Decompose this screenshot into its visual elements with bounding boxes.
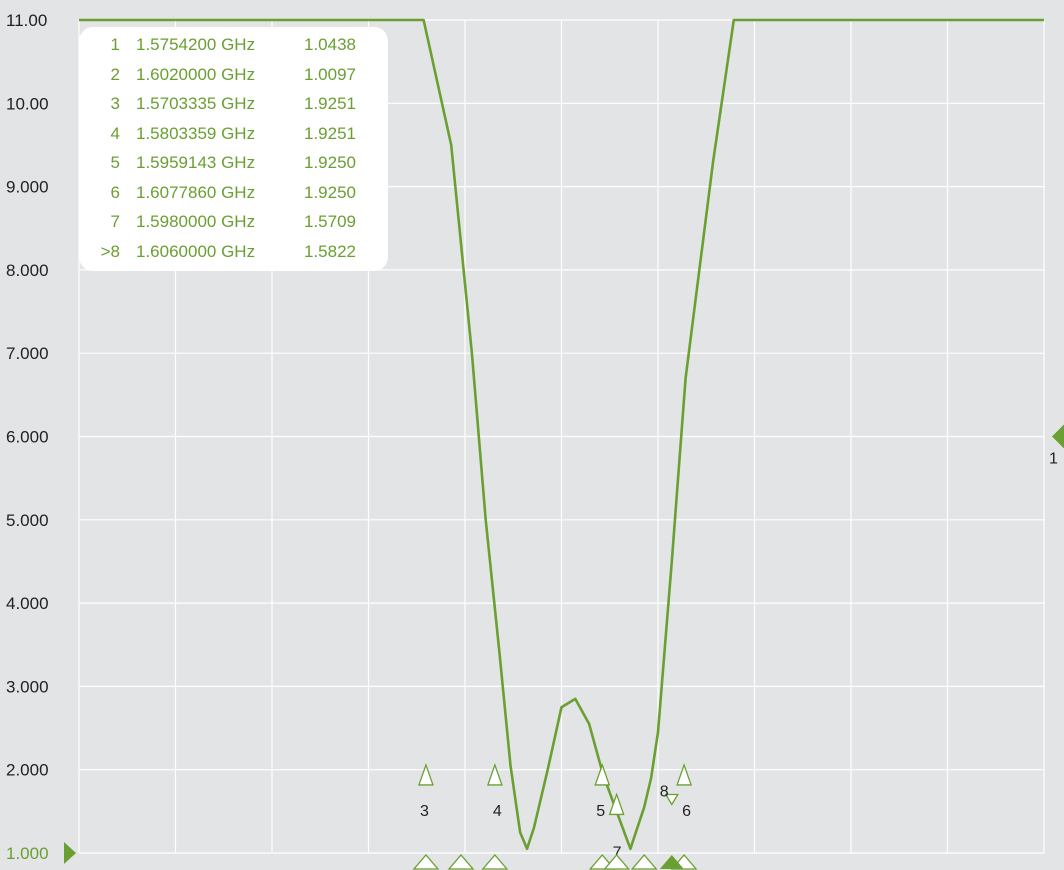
marker-4-flag <box>481 854 509 870</box>
y-tick-label: 4.000 <box>6 594 49 613</box>
marker-frequency: 1.6077860 GHz <box>136 182 256 202</box>
marker-table-row: 3 1.5703335 GHz 1.9251 <box>79 90 388 118</box>
marker-3-symbol[interactable] <box>418 762 434 786</box>
marker-6-label: 6 <box>682 803 691 820</box>
y-tick-label: 11.00 <box>6 11 47 30</box>
y-tick-label: 6.000 <box>6 428 49 447</box>
y-tick-label: 1.000 <box>6 844 49 863</box>
marker-table-row: 7 1.5980000 GHz 1.5709 <box>79 208 388 236</box>
reference-marker-arrow <box>1052 424 1064 449</box>
marker-value: 1.9251 <box>304 94 356 113</box>
y-tick-label: 8.000 <box>6 261 49 280</box>
y-tick-label: 3.000 <box>6 677 49 696</box>
marker-id: 7 <box>110 212 120 231</box>
marker-id: 2 <box>110 64 120 84</box>
marker-value: 1.5709 <box>304 212 356 231</box>
marker-table-row: 1 1.5754200 GHz 1.0438 <box>79 31 388 59</box>
marker-4-symbol[interactable] <box>486 762 503 786</box>
marker-3-label: 3 <box>420 803 429 820</box>
swr-trace-line <box>79 18 1044 851</box>
marker-7-symbol[interactable] <box>608 792 625 816</box>
marker-table-row: 5 1.5959143 GHz 1.9250 <box>79 149 388 177</box>
y-tick-label: 2.000 <box>6 761 49 780</box>
marker-table-row: 4 1.5803359 GHz 1.9251 <box>79 120 388 148</box>
marker-frequency: 1.5980000 GHz <box>136 212 256 231</box>
marker-7-label: 7 <box>613 844 622 861</box>
marker-value: 1.9251 <box>304 123 356 143</box>
marker-id: 3 <box>110 94 120 113</box>
marker-table-row: >8 1.6060000 GHz 1.5822 <box>79 238 388 266</box>
marker-id: 1 <box>110 35 120 54</box>
marker-id: >8 <box>100 241 120 261</box>
y-tick-label: 10.00 <box>6 94 49 113</box>
marker-frequency: 1.6020000 GHz <box>136 64 256 84</box>
marker-5-symbol[interactable] <box>594 762 611 786</box>
marker-6-symbol[interactable] <box>676 762 693 786</box>
marker-table: 1 1.5754200 GHz 1.0438 2 1.6020000 GHz 1.0097… <box>79 27 388 271</box>
marker-id: 6 <box>110 182 120 202</box>
marker-value: 1.5822 <box>304 241 356 261</box>
y-tick-label: 7.000 <box>6 344 49 363</box>
marker-value: 1.9250 <box>304 182 356 202</box>
marker-8-symbol[interactable] <box>664 793 679 806</box>
y-axis: 11.00 10.00 9.000 8.000 7.000 6.000 5.000 4.000… <box>6 11 49 863</box>
marker-7-flag <box>603 854 631 870</box>
marker-value: 1.9250 <box>304 153 356 172</box>
marker-symbols[interactable]: 3 4 5 6 7 8 <box>418 762 693 862</box>
marker-1-flag <box>447 854 475 870</box>
marker-id: 5 <box>110 153 120 172</box>
marker-frequency: 1.5703335 GHz <box>136 94 256 113</box>
marker-table-row: 6 1.6077860 GHz 1.9250 <box>79 179 388 207</box>
reference-level-arrow <box>64 842 76 864</box>
marker-frequency: 1.5754200 GHz <box>136 35 256 54</box>
marker-frequency: 1.6060000 GHz <box>136 241 256 261</box>
marker-value: 1.0438 <box>304 35 356 54</box>
marker-value: 1.0097 <box>304 64 356 84</box>
marker-8-label: 8 <box>660 784 669 801</box>
reference-marker-label: 1 <box>1049 451 1058 468</box>
y-tick-label: 9.000 <box>6 178 49 197</box>
marker-frequency: 1.5959143 GHz <box>136 153 256 172</box>
marker-3-flag <box>412 854 440 870</box>
marker-frequency: 1.5803359 GHz <box>136 123 256 143</box>
marker-frequency-flags <box>412 854 698 870</box>
marker-table-row: 2 1.6020000 GHz 1.0097 <box>79 61 388 89</box>
reference-indicators: 1 <box>64 424 1064 864</box>
marker-4-label: 4 <box>493 803 502 820</box>
y-tick-label: 5.000 <box>6 511 49 530</box>
marker-5-label: 5 <box>596 803 605 820</box>
marker-id: 4 <box>110 123 120 143</box>
marker-2-flag <box>630 854 658 870</box>
marker-8-flag <box>659 855 684 869</box>
